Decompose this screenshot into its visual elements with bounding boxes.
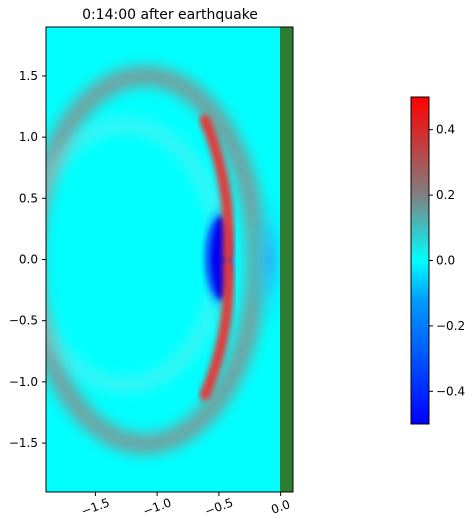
y-tick-label: −0.5 — [9, 314, 38, 328]
x-tick-label: −1.0 — [141, 495, 173, 518]
y-tick-label: 0.5 — [19, 191, 38, 205]
y-tick-label: 1.0 — [19, 130, 38, 144]
colorbar-tick-label: 0.0 — [436, 254, 455, 268]
y-tick-label: −1.5 — [9, 436, 38, 450]
y-tick-label: −1.0 — [9, 375, 38, 389]
colorbar-tick-label: 0.4 — [436, 123, 455, 137]
x-axis: −1.5 −1.0 −0.5 0.0 — [79, 492, 292, 519]
colorbar — [410, 96, 430, 425]
crest-wave — [199, 114, 234, 401]
y-tick-label: 0.0 — [19, 253, 38, 267]
colorbar-tick-label: −0.4 — [436, 384, 465, 398]
colorbar-axis: 0.4 0.2 0.0 −0.2 −0.4 — [429, 123, 465, 398]
x-tick-label: 0.0 — [269, 497, 292, 517]
colorbar-tick-label: 0.2 — [436, 188, 455, 202]
x-tick-label: −1.5 — [79, 495, 111, 518]
heatmap-area — [46, 27, 293, 492]
land-region — [280, 27, 293, 492]
colorbar-tick-label: −0.2 — [436, 319, 465, 333]
y-tick-label: 1.5 — [19, 69, 38, 83]
x-tick-label: −0.5 — [203, 495, 235, 518]
chart-title: 0:14:00 after earthquake — [82, 7, 258, 23]
y-axis: 1.5 1.0 0.5 0.0 −0.5 −1.0 −1.5 — [9, 69, 46, 450]
